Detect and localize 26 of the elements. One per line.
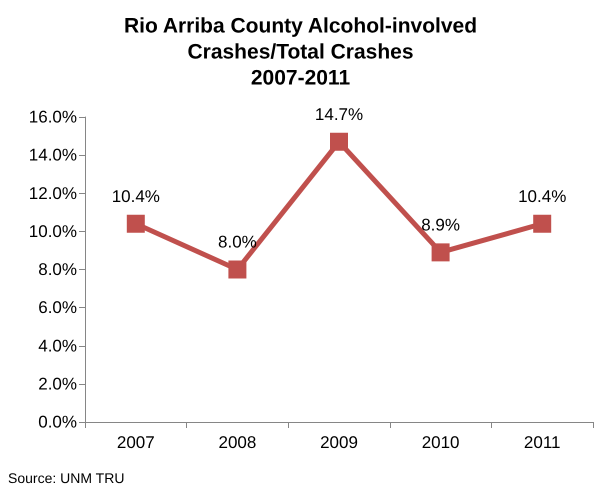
x-tick-label: 2009 [320, 433, 358, 452]
point [432, 243, 450, 262]
y-tick-label: 6.0% [38, 298, 77, 318]
y-tick-label: 12.0% [28, 184, 77, 203]
y-tick-label: 2.0% [38, 374, 77, 394]
point [533, 214, 552, 233]
x-tick-label: 2007 [116, 433, 155, 452]
data-label: 8.0% [218, 232, 257, 252]
y-tick-label: 0.0% [38, 412, 77, 432]
chart-title: Rio Arriba County Alcohol-involved Crashes/Total Crashes 2007-2011 [124, 14, 478, 90]
x-tick-label: 2008 [218, 433, 256, 452]
y-tick-label: 8.0% [38, 260, 77, 279]
y-tick-label: 14.0% [28, 146, 77, 165]
point [228, 260, 246, 278]
data-label: 10.4% [112, 186, 160, 206]
x-tick-label: 2011 [524, 433, 560, 452]
y-tick-label: 4.0% [38, 336, 77, 356]
point [330, 132, 348, 151]
y-tick-label: 16.0% [28, 108, 77, 126]
y-tick-label: 10.0% [28, 222, 77, 241]
x-tick-label: 2010 [422, 433, 460, 452]
data-label: 8.9% [421, 215, 460, 234]
data-label: 14.7% [314, 104, 364, 124]
data-label: 10.4% [518, 186, 566, 206]
source-note: Source: UNM TRU [8, 470, 124, 486]
point [126, 214, 145, 233]
